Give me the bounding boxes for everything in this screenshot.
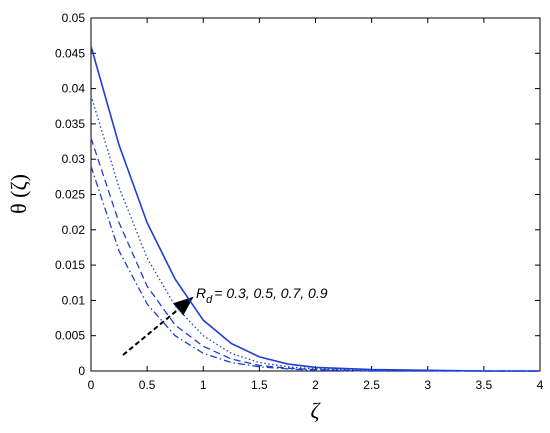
x-tick-label: 0.5 — [139, 378, 156, 392]
y-axis-label: θ (ζ) — [6, 174, 31, 214]
series-line — [90, 137, 540, 372]
annotation-subscript: d — [206, 294, 213, 306]
annotation-text: = 0.3, 0.5, 0.7, 0.9 — [214, 285, 327, 301]
y-tick-label: 0.035 — [55, 117, 85, 131]
x-tick-label: 0 — [88, 378, 95, 392]
y-tick-label: 0.025 — [55, 188, 85, 202]
x-tick-label: 3.5 — [476, 378, 493, 392]
x-tick-label: 2 — [312, 378, 319, 392]
annotation: Rd = 0.3, 0.5, 0.7, 0.9 — [196, 285, 328, 306]
annotation-symbol: R — [196, 285, 206, 301]
x-tick-label: 2.5 — [363, 378, 380, 392]
y-tick-label: 0.05 — [62, 11, 86, 25]
x-tick-label: 4 — [537, 378, 544, 392]
y-tick-label: 0 — [78, 364, 85, 378]
y-tick-label: 0.04 — [62, 82, 86, 96]
x-tick-label: 1 — [200, 378, 207, 392]
x-tick-label: 3 — [424, 378, 431, 392]
series-line — [90, 166, 540, 372]
arrow — [122, 296, 194, 356]
y-tick-label: 0.02 — [62, 223, 86, 237]
y-tick-label: 0.01 — [62, 293, 86, 307]
x-axis-label: ζ — [311, 398, 322, 423]
y-tick-label: 0.015 — [55, 258, 85, 272]
y-tick-label: 0.03 — [62, 152, 86, 166]
y-tick-label: 0.045 — [55, 46, 85, 60]
x-tick-label: 1.5 — [251, 378, 268, 392]
series-line — [90, 46, 540, 372]
y-tick-label: 0.005 — [55, 329, 85, 343]
series-line — [90, 95, 540, 372]
plot-frame — [90, 17, 541, 372]
